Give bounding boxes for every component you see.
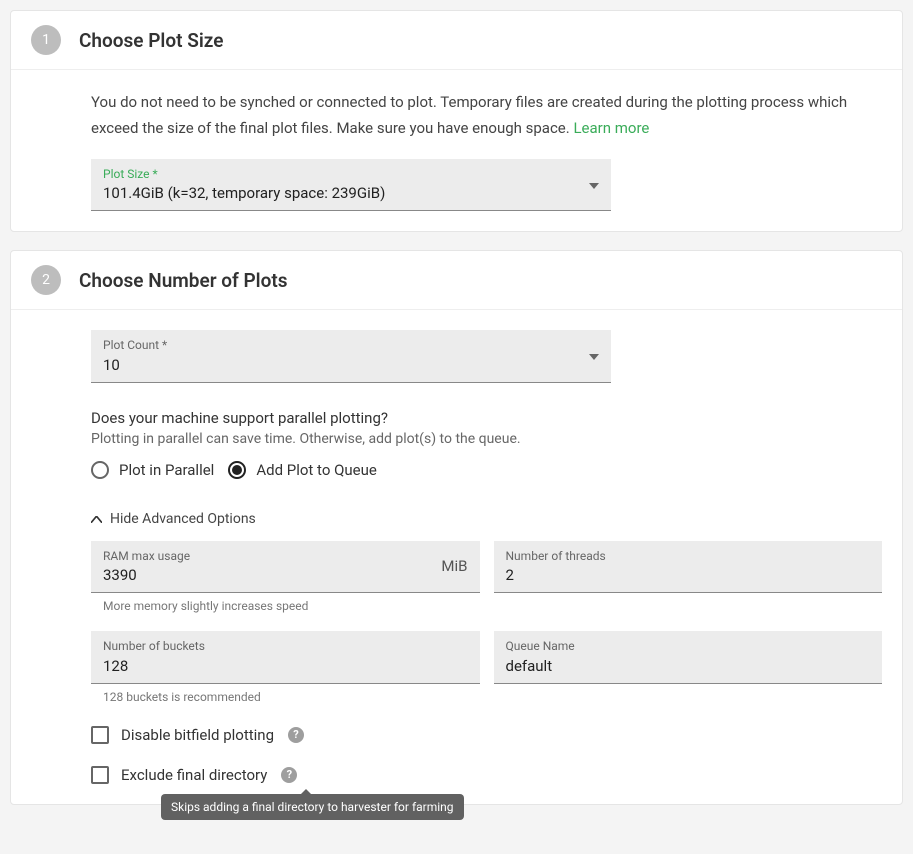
exclude-final-label: Exclude final directory bbox=[121, 766, 267, 784]
step2-badge: 2 bbox=[31, 265, 61, 295]
ram-label: RAM max usage bbox=[103, 549, 468, 563]
radio-group: Plot in Parallel Add Plot to Queue bbox=[91, 461, 882, 479]
advanced-toggle[interactable]: Hide Advanced Options bbox=[91, 511, 882, 527]
advanced-toggle-label: Hide Advanced Options bbox=[110, 511, 256, 527]
threads-value: 2 bbox=[506, 565, 871, 586]
plot-size-value: 101.4GiB (k=32, temporary space: 239GiB) bbox=[103, 183, 599, 204]
queue-name-label: Queue Name bbox=[506, 639, 871, 653]
radio-queue-control bbox=[228, 461, 246, 479]
disable-bitfield-checkbox[interactable] bbox=[91, 726, 109, 744]
step1-description: You do not need to be synched or connect… bbox=[91, 90, 882, 141]
exclude-final-row: Exclude final directory ? Skips adding a… bbox=[91, 766, 882, 784]
exclude-final-checkbox[interactable] bbox=[91, 766, 109, 784]
radio-parallel-control bbox=[91, 461, 109, 479]
advanced-row1: RAM max usage 3390 MiB More memory sligh… bbox=[91, 541, 882, 613]
parallel-question: Does your machine support parallel plott… bbox=[91, 409, 882, 427]
parallel-subtext: Plotting in parallel can save time. Othe… bbox=[91, 431, 882, 447]
learn-more-link[interactable]: Learn more bbox=[573, 119, 649, 137]
radio-parallel[interactable]: Plot in Parallel bbox=[91, 461, 214, 479]
buckets-helper: 128 buckets is recommended bbox=[91, 690, 480, 704]
plot-size-select[interactable]: Plot Size * 101.4GiB (k=32, temporary sp… bbox=[91, 159, 611, 211]
step2-header: 2 Choose Number of Plots bbox=[11, 251, 902, 310]
chevron-up-icon bbox=[91, 511, 102, 527]
disable-bitfield-row: Disable bitfield plotting ? bbox=[91, 726, 882, 744]
step2-card: 2 Choose Number of Plots Plot Count * 10… bbox=[10, 250, 903, 804]
threads-label: Number of threads bbox=[506, 549, 871, 563]
step1-header: 1 Choose Plot Size bbox=[11, 11, 902, 70]
step2-body: Plot Count * 10 Does your machine suppor… bbox=[11, 310, 902, 803]
plot-count-select[interactable]: Plot Count * 10 bbox=[91, 330, 611, 382]
buckets-input[interactable]: Number of buckets 128 bbox=[91, 631, 480, 683]
plot-count-label: Plot Count * bbox=[103, 338, 599, 352]
radio-queue[interactable]: Add Plot to Queue bbox=[228, 461, 377, 479]
step1-description-text: You do not need to be synched or connect… bbox=[91, 93, 847, 137]
step1-title: Choose Plot Size bbox=[79, 29, 223, 52]
queue-name-value: default bbox=[506, 656, 871, 677]
tooltip: Skips adding a final directory to harves… bbox=[161, 794, 464, 820]
queue-name-input[interactable]: Queue Name default bbox=[494, 631, 883, 683]
buckets-label: Number of buckets bbox=[103, 639, 468, 653]
chevron-down-icon bbox=[589, 348, 599, 364]
step1-badge: 1 bbox=[31, 25, 61, 55]
chevron-down-icon bbox=[589, 177, 599, 193]
radio-queue-label: Add Plot to Queue bbox=[256, 461, 377, 479]
help-icon[interactable]: ? bbox=[281, 767, 297, 783]
ram-value: 3390 bbox=[103, 565, 468, 586]
plot-count-value: 10 bbox=[103, 355, 599, 376]
threads-input[interactable]: Number of threads 2 bbox=[494, 541, 883, 593]
plot-size-label: Plot Size * bbox=[103, 167, 599, 181]
step1-body: You do not need to be synched or connect… bbox=[11, 70, 902, 231]
ram-suffix: MiB bbox=[441, 557, 467, 575]
buckets-value: 128 bbox=[103, 656, 468, 677]
ram-input[interactable]: RAM max usage 3390 MiB bbox=[91, 541, 480, 593]
advanced-row2: Number of buckets 128 128 buckets is rec… bbox=[91, 631, 882, 703]
radio-parallel-label: Plot in Parallel bbox=[119, 461, 214, 479]
disable-bitfield-label: Disable bitfield plotting bbox=[121, 726, 274, 744]
ram-helper: More memory slightly increases speed bbox=[91, 599, 480, 613]
step1-card: 1 Choose Plot Size You do not need to be… bbox=[10, 10, 903, 232]
step2-title: Choose Number of Plots bbox=[79, 269, 288, 292]
help-icon[interactable]: ? bbox=[288, 727, 304, 743]
